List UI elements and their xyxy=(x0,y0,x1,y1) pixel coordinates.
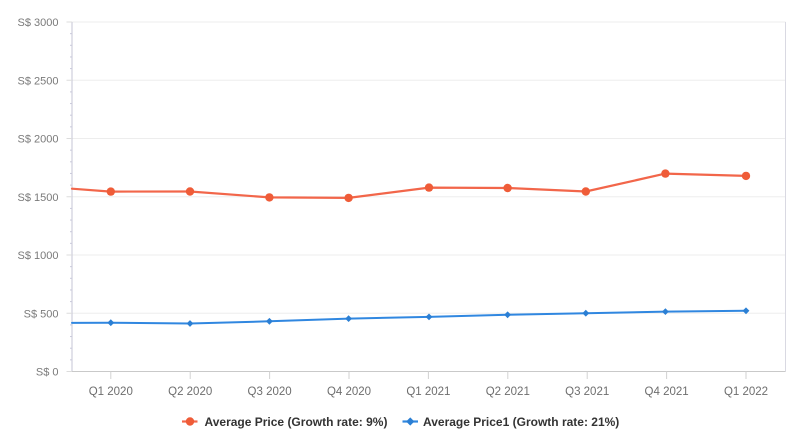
svg-text:Q2 2021: Q2 2021 xyxy=(486,386,530,398)
svg-text:Q2 2020: Q2 2020 xyxy=(168,386,212,398)
svg-text:S$ 3000: S$ 3000 xyxy=(18,17,59,29)
svg-text:Q3 2021: Q3 2021 xyxy=(565,386,609,398)
svg-text:S$ 500: S$ 500 xyxy=(24,308,59,320)
svg-text:Q1 2020: Q1 2020 xyxy=(89,386,133,398)
svg-text:Q3 2020: Q3 2020 xyxy=(248,386,292,398)
svg-text:Q1 2021: Q1 2021 xyxy=(406,386,450,398)
svg-text:S$ 2500: S$ 2500 xyxy=(18,75,59,87)
svg-text:Q1 2022: Q1 2022 xyxy=(724,386,768,398)
svg-text:Q4 2020: Q4 2020 xyxy=(327,386,371,398)
svg-text:Q4 2021: Q4 2021 xyxy=(645,386,689,398)
svg-text:S$ 0: S$ 0 xyxy=(36,367,59,379)
svg-text:S$ 1500: S$ 1500 xyxy=(18,192,59,204)
svg-text:S$ 2000: S$ 2000 xyxy=(18,134,59,146)
svg-text:Average Price1 (Growth rate: 2: Average Price1 (Growth rate: 21%) xyxy=(423,415,619,429)
svg-text:Average Price (Growth rate: 9%: Average Price (Growth rate: 9%) xyxy=(205,415,388,429)
svg-text:S$ 1000: S$ 1000 xyxy=(18,250,59,262)
